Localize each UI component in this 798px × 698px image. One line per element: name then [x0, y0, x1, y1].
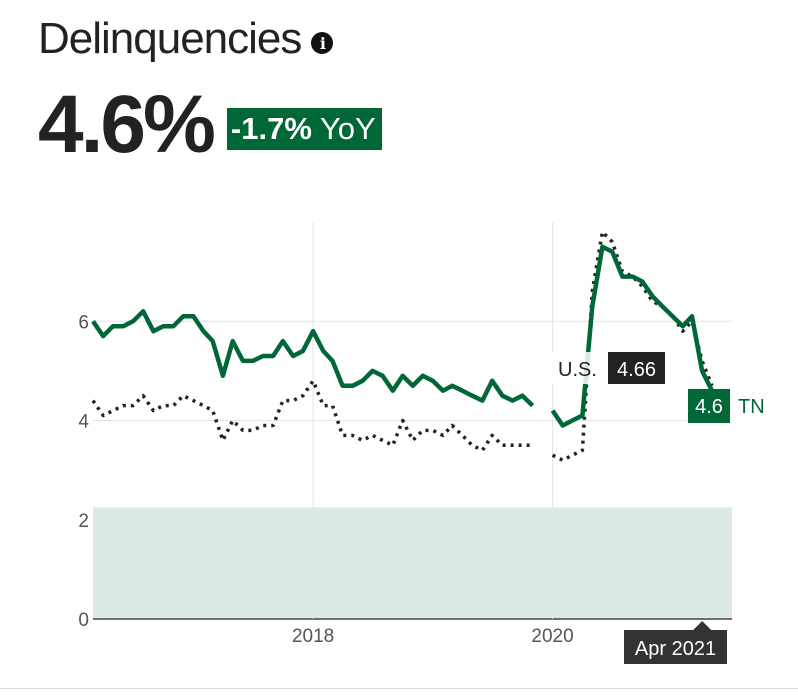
- y-tick-label: 0: [78, 610, 89, 631]
- bottom-divider: [0, 688, 798, 689]
- us-series-line: [91, 379, 533, 453]
- yoy-change-value: -1.7%: [230, 111, 312, 146]
- tn-series-line: [550, 244, 725, 428]
- y-tick-label: 2: [78, 511, 89, 532]
- tn-label: TN: [738, 396, 765, 418]
- y-tick-label: 4: [78, 412, 89, 433]
- yoy-change-label: YoY: [319, 111, 376, 146]
- title-text: Delinquencies: [38, 14, 302, 63]
- us-label-backdrop: [552, 352, 608, 384]
- tn-series-line: [91, 309, 535, 408]
- x-tick-label: 2020: [531, 626, 573, 647]
- page-title: Delinquencies i: [38, 14, 334, 64]
- us-value-box: [608, 352, 665, 384]
- us-series-line: [551, 230, 714, 462]
- current-value: 4.6%: [38, 79, 216, 170]
- x-tick-label: 2018: [292, 626, 334, 647]
- us-value: 4.66: [617, 359, 656, 381]
- date-tooltip-label: Apr 2021: [635, 638, 716, 660]
- us-label: U.S.: [558, 359, 597, 381]
- date-tooltip-pointer: [693, 621, 712, 630]
- yoy-change-badge: -1.7% YoY: [226, 108, 382, 150]
- date-tooltip-box: [624, 630, 727, 664]
- info-icon[interactable]: i: [311, 32, 334, 54]
- y-tick-label: 6: [78, 312, 89, 333]
- headline-metric: 4.6% -1.7% YoY: [38, 78, 382, 172]
- tn-value: 4.6: [695, 396, 723, 418]
- shaded-band: [93, 507, 732, 619]
- tn-value-box: [688, 389, 730, 423]
